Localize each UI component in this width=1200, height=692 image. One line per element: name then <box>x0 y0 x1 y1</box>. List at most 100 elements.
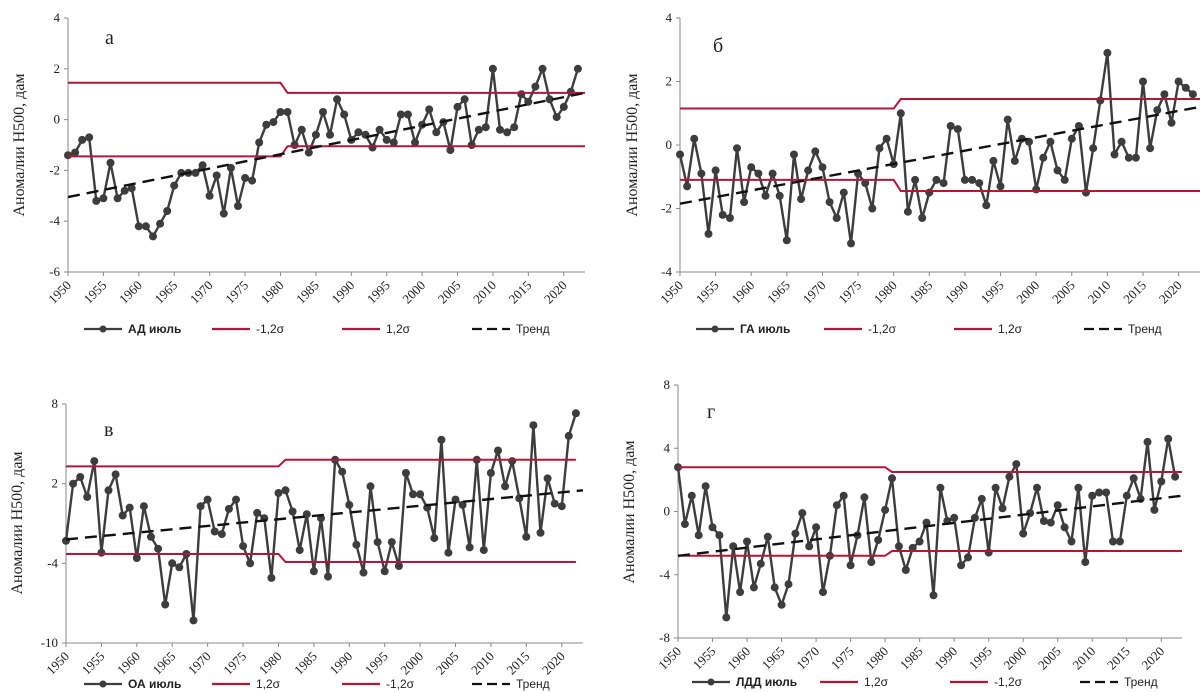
data-point <box>253 508 262 517</box>
data-point <box>175 563 184 572</box>
data-point <box>85 133 94 142</box>
data-point <box>458 500 467 509</box>
x-tick-label: 1955 <box>79 649 108 678</box>
data-point <box>770 583 779 592</box>
data-point <box>508 457 517 466</box>
y-axis-label: Аномалии H500, дам <box>624 73 641 216</box>
data-point <box>104 486 113 495</box>
data-point <box>1095 488 1104 497</box>
x-tick-label: 2010 <box>1069 644 1098 673</box>
data-point <box>283 108 292 116</box>
data-point <box>932 175 941 184</box>
data-point <box>210 527 219 536</box>
x-tick-label: 2020 <box>541 278 570 307</box>
data-point <box>1153 106 1162 115</box>
y-tick-label: 2 <box>52 476 59 491</box>
data-point <box>1012 460 1021 469</box>
legend: ОА июль 1,2σ -1,2σ Тренд <box>84 677 550 691</box>
y-tick-label: 0 <box>666 137 673 152</box>
x-tick-label: 1970 <box>793 644 822 673</box>
x-tick-label: 2005 <box>1049 278 1078 307</box>
data-point <box>847 239 855 248</box>
data-point <box>784 580 793 589</box>
data-point <box>860 493 869 502</box>
x-tick-label: 1980 <box>862 644 891 673</box>
data-point <box>246 559 255 568</box>
data-point <box>929 591 938 600</box>
legend-item: 1,2σ <box>342 322 411 336</box>
data-point <box>189 616 198 625</box>
legend-item: 1,2σ <box>820 675 889 689</box>
data-point <box>1088 491 1097 500</box>
data-point <box>326 130 334 139</box>
y-tick-label: 8 <box>664 377 671 392</box>
legend-item: ОА июль <box>84 677 181 691</box>
legend-item: 1,2σ <box>954 322 1023 336</box>
data-point <box>319 108 327 116</box>
data-point <box>396 110 405 119</box>
data-point <box>170 181 179 190</box>
data-point <box>1174 77 1183 86</box>
x-tick-label: 1975 <box>222 278 251 307</box>
x-tick-label: 1950 <box>45 278 74 307</box>
x-tick-label: 1985 <box>897 644 926 673</box>
sigma-path <box>680 178 1200 192</box>
legend-label: ЛДД июль <box>736 675 797 689</box>
data-point <box>846 561 855 570</box>
data-point <box>411 138 419 147</box>
data-point <box>1167 118 1176 127</box>
data-point <box>882 134 891 143</box>
data-point <box>1131 153 1140 162</box>
data-point <box>936 483 945 492</box>
data-point <box>154 544 163 553</box>
data-point <box>1019 529 1028 538</box>
data-point <box>338 467 347 476</box>
chart-panel-а: -6 -4 -2 0 2 4 1950 1955 1960 1965 1970 1975 1980 198… <box>11 10 586 336</box>
legend-item: Тренд <box>472 322 550 336</box>
data-point <box>896 109 905 118</box>
data-point <box>1117 137 1126 146</box>
y-axis-label: Аномалии H500, дам <box>11 73 28 216</box>
data-point <box>111 470 120 479</box>
data-point <box>394 562 403 570</box>
data-point <box>132 554 141 562</box>
data-point <box>430 534 439 543</box>
x-tick-label: 1995 <box>362 649 391 678</box>
data-point <box>1157 477 1166 486</box>
data-point <box>474 125 483 134</box>
data-point <box>467 141 476 149</box>
data-point <box>749 583 758 592</box>
y-tick-label: -4 <box>49 213 60 228</box>
data-point <box>1082 188 1090 197</box>
data-point <box>196 502 205 511</box>
data-point <box>274 489 283 497</box>
data-point <box>960 175 969 184</box>
sigma-path <box>678 466 1182 473</box>
data-point <box>389 138 398 147</box>
data-point <box>1067 537 1076 546</box>
data-point <box>839 491 848 500</box>
data-point <box>224 504 233 513</box>
data-point <box>168 559 177 568</box>
legend-item: Тренд <box>472 677 550 691</box>
legend-label: ГА июль <box>740 322 790 336</box>
data-point <box>694 531 703 540</box>
data-point <box>359 568 368 577</box>
data-series <box>676 48 1197 248</box>
data-point <box>295 546 304 555</box>
data-point <box>333 95 342 104</box>
legend-label: 1,2σ <box>386 322 411 336</box>
x-tick-label: 1995 <box>364 278 393 307</box>
data-point <box>733 144 741 153</box>
data-point <box>939 179 948 188</box>
data-point <box>92 196 101 205</box>
legend-item: -1,2σ <box>342 677 415 691</box>
sigma-line <box>678 466 1182 473</box>
data-point <box>950 513 959 522</box>
data-point <box>697 169 706 178</box>
data-point <box>375 125 384 134</box>
legend-marker <box>707 678 715 686</box>
data-point <box>163 207 172 215</box>
data-point <box>304 148 313 157</box>
sigma-line <box>680 178 1200 192</box>
